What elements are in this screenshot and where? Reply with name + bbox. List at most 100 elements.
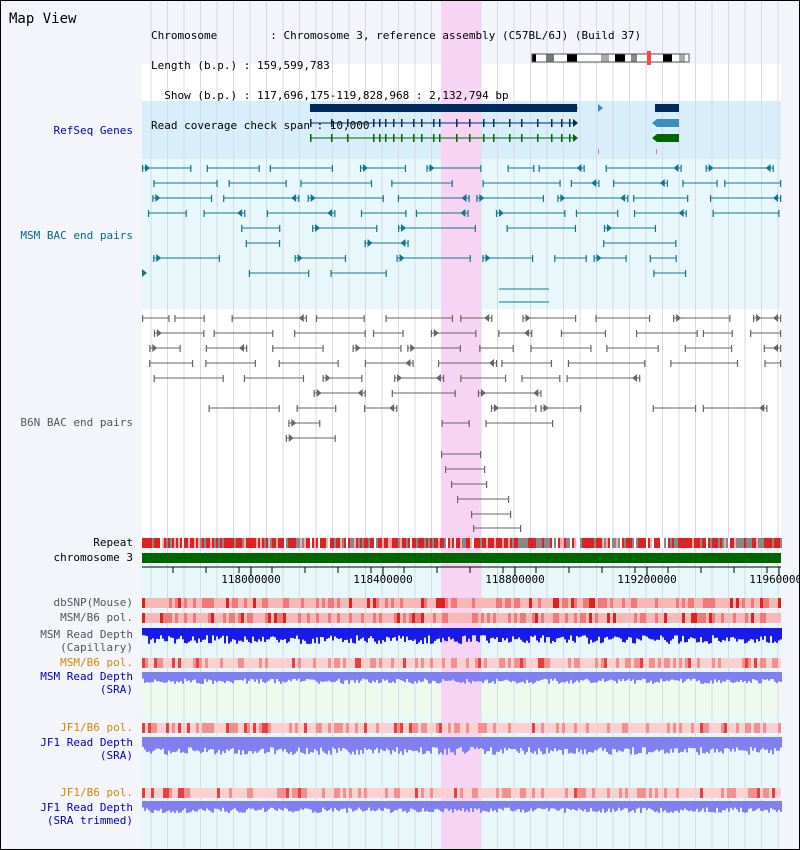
msm-bac-pair-end xyxy=(598,180,600,187)
dbsnp-heat-segment xyxy=(442,598,445,608)
msm-cap-depth-bar xyxy=(242,628,244,642)
msm-sra-depth-bar xyxy=(462,672,464,682)
track-label-b6n-bac[interactable]: B6N BAC end pairs xyxy=(20,416,133,429)
repeat-segment xyxy=(430,538,432,548)
track-label-jf1-depth-trim[interactable]: JF1 Read Depth xyxy=(40,801,133,814)
jf1-trim-depth-bar xyxy=(330,801,332,809)
track-label-msm-b6-pol-2[interactable]: MSM/B6 pol. xyxy=(60,656,133,669)
msm-cap-depth-bar xyxy=(674,628,676,636)
repeat-segment xyxy=(290,538,292,548)
msm-cap-depth-bar xyxy=(678,628,680,644)
track-label-repeat[interactable]: Repeat xyxy=(93,536,133,549)
track-label-jf1-b6-pol-1[interactable]: JF1/B6 pol. xyxy=(60,721,133,734)
b6n-bac-pair-end xyxy=(764,360,766,367)
repeat-segment xyxy=(286,538,288,548)
jf1-pol-heat-segment xyxy=(778,723,781,733)
repeat-segment xyxy=(674,538,676,548)
dbsnp-heat-segment xyxy=(235,598,238,608)
dbsnp-heat-segment xyxy=(349,598,352,608)
repeat-segment xyxy=(344,538,346,548)
repeat-segment xyxy=(744,538,746,548)
b6n-bac-pair-end xyxy=(473,525,475,532)
b6n-bac-pair-arrow xyxy=(389,404,395,412)
jf1-trim-depth-bar xyxy=(310,801,312,810)
jf1-sra-depth-bar xyxy=(324,737,326,753)
jf1-pol2-heat-segment xyxy=(505,788,508,798)
jf1-trim-depth-bar xyxy=(756,801,758,810)
jf1-sra-depth-bar xyxy=(176,737,178,752)
jf1-sra-depth-bar xyxy=(544,737,546,754)
ideogram-band xyxy=(615,54,625,62)
msm-pol2-heat-segment xyxy=(331,658,334,668)
repeat-segment xyxy=(494,538,496,548)
msm-pol2-heat-segment xyxy=(445,658,448,668)
dbsnp-heat-segment xyxy=(466,598,469,608)
jf1-pol-heat-segment xyxy=(550,723,553,733)
ideogram-band xyxy=(663,54,672,62)
msm-pol-heat-segment xyxy=(610,613,613,623)
msm-pol-heat-segment xyxy=(523,613,526,623)
repeat-segment xyxy=(734,538,736,548)
jf1-trim-depth-bar xyxy=(522,801,524,810)
track-label-jf1-b6-pol-2[interactable]: JF1/B6 pol. xyxy=(60,786,133,799)
msm-pol-heat-segment xyxy=(415,613,418,623)
msm-sra-depth-bar xyxy=(386,672,388,680)
msm-cap-depth-bar xyxy=(290,628,292,638)
msm-pol-heat-segment xyxy=(331,613,334,623)
repeat-segment xyxy=(374,538,376,548)
jf1-pol2-heat-segment xyxy=(568,788,571,798)
jf1-sra-depth-bar xyxy=(688,737,690,748)
jf1-pol-heat-segment xyxy=(184,723,187,733)
jf1-sra-depth-bar xyxy=(148,737,150,752)
msm-sra-depth-bar xyxy=(572,672,574,684)
msm-sra-depth-bar xyxy=(670,672,672,680)
jf1-sra-depth-bar xyxy=(718,737,720,753)
msm-sra-depth-bar xyxy=(366,672,368,680)
msm-pol2-heat-segment xyxy=(733,658,736,668)
msm-cap-depth-bar xyxy=(606,628,608,637)
track-label-msm-depth-sra[interactable]: MSM Read Depth xyxy=(40,670,133,683)
msm-cap-depth-bar xyxy=(564,628,566,640)
dbsnp-heat-segment xyxy=(256,598,259,608)
dbsnp-heat-segment xyxy=(580,598,583,608)
msm-pol-heat-segment xyxy=(673,613,676,623)
jf1-sra-depth-bar xyxy=(536,737,538,755)
dbsnp-heat-segment xyxy=(577,598,580,608)
jf1-trim-depth-bar xyxy=(222,801,224,808)
msm-cap-depth-bar xyxy=(706,628,708,642)
dbsnp-heat-segment xyxy=(274,598,277,608)
msm-sra-depth-bar xyxy=(464,672,466,684)
track-label-refseq[interactable]: RefSeq Genes xyxy=(53,124,133,137)
track-label-msm-bac[interactable]: MSM BAC end pairs xyxy=(20,229,133,242)
msm-pol2-heat-segment xyxy=(379,658,382,668)
msm-pol-heat-segment xyxy=(289,613,292,623)
track-label-chromosome[interactable]: chromosome 3 xyxy=(53,551,133,564)
jf1-trim-depth-bar xyxy=(398,801,400,809)
jf1-trim-depth-bar xyxy=(718,801,720,813)
jf1-pol-heat-segment xyxy=(562,723,565,733)
b6n-bac-pair-end xyxy=(391,390,393,397)
msm-pol2-heat-segment xyxy=(271,658,274,668)
track-label-msm-b6-pol-1[interactable]: MSM/B6 pol. xyxy=(60,611,133,624)
track-label-jf1-depth-sra[interactable]: JF1 Read Depth xyxy=(40,736,133,749)
repeat-segment xyxy=(382,538,384,548)
msm-sra-depth-bar xyxy=(772,672,774,680)
msm-sra-depth-bar xyxy=(630,672,632,682)
msm-cap-depth-bar xyxy=(510,628,512,642)
jf1-trim-depth-bar xyxy=(432,801,434,813)
msm-cap-depth-bar xyxy=(694,628,696,639)
jf1-sra-depth-bar xyxy=(744,737,746,751)
msm-pol-heat-segment xyxy=(583,613,586,623)
jf1-sra-depth-bar xyxy=(152,737,154,752)
msm-cap-depth-bar xyxy=(764,628,766,637)
track-label-msm-depth-cap[interactable]: MSM Read Depth xyxy=(40,628,133,641)
jf1-trim-depth-bar xyxy=(618,801,620,808)
jf1-sra-depth-bar xyxy=(436,737,438,748)
msm-bac-pair-arrow xyxy=(659,179,665,187)
track-label-dbsnp[interactable]: dbSNP(Mouse) xyxy=(53,596,133,609)
msm-pol-heat-segment xyxy=(733,613,736,623)
msm-sra-depth-bar xyxy=(710,672,712,681)
repeat-segment xyxy=(462,538,464,548)
jf1-trim-depth-bar xyxy=(698,801,700,813)
